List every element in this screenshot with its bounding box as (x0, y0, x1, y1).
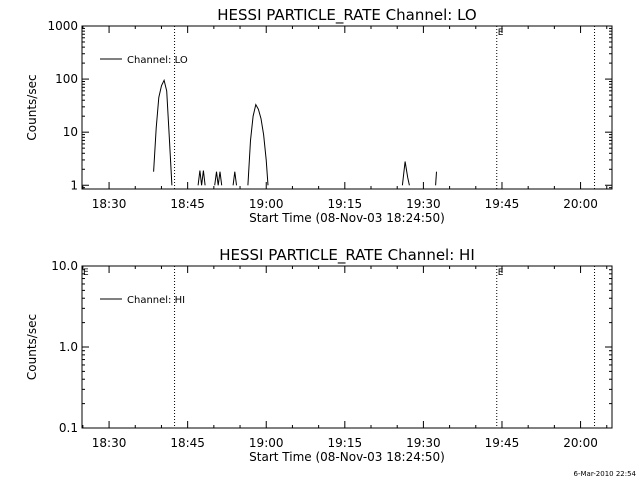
chart-title: HESSI PARTICLE_RATE Channel: HI (219, 246, 475, 265)
y-tick-label: 1.0 (59, 340, 78, 354)
x-axis-label: Start Time (08-Nov-03 18:24:50) (249, 211, 445, 225)
y-axis-label: Counts/sec (25, 74, 39, 140)
plot-frame (81, 265, 613, 429)
y-tick-label: 0.1 (59, 421, 78, 435)
marker-label: E (498, 268, 504, 278)
series-line (197, 170, 206, 186)
plot-frame (81, 25, 613, 190)
x-tick-label: 20:00 (563, 436, 598, 450)
x-tick-label: 18:45 (170, 436, 205, 450)
x-tick-label: 19:30 (406, 436, 441, 450)
x-tick-label: 19:45 (485, 436, 520, 450)
series-line (153, 78, 173, 186)
series-line (247, 103, 269, 186)
y-tick-label: 1000 (47, 19, 78, 33)
legend-label: Channel: HI (127, 295, 185, 306)
series-line (232, 171, 237, 186)
y-tick-label: 100 (55, 72, 78, 86)
x-tick-label: 19:15 (328, 436, 363, 450)
x-tick-label: 19:00 (249, 197, 284, 211)
x-tick-label: 18:30 (92, 436, 127, 450)
footer-timestamp: 6-Mar-2010 22:54 (574, 470, 637, 478)
x-axis-label: Start Time (08-Nov-03 18:24:50) (249, 450, 445, 464)
y-tick-label: 1 (70, 178, 78, 192)
marker-label: E (83, 268, 89, 278)
legend-label: Channel: LO (127, 55, 188, 66)
lo-channel-panel: HESSI PARTICLE_RATE Channel: LO 18:30 18:4… (25, 6, 613, 225)
y-tick-label: 10.0 (51, 259, 78, 273)
hi-channel-panel: HESSI PARTICLE_RATE Channel: HI 18:30 18:4… (25, 246, 613, 464)
x-tick-label: 18:45 (170, 197, 205, 211)
y-axis-label: Counts/sec (25, 314, 39, 380)
x-tick-label: 19:15 (328, 197, 363, 211)
x-tick-label: 19:45 (485, 197, 520, 211)
y-tick-label: 10 (63, 125, 78, 139)
series-line (401, 161, 410, 186)
x-tick-label: 19:00 (249, 436, 284, 450)
marker-label: E (498, 28, 504, 38)
x-tick-label: 19:30 (406, 197, 441, 211)
series-line (214, 171, 223, 186)
chart-title: HESSI PARTICLE_RATE Channel: LO (217, 6, 476, 25)
x-tick-label: 18:30 (92, 197, 127, 211)
x-tick-label: 20:00 (563, 197, 598, 211)
series-line (435, 171, 437, 186)
